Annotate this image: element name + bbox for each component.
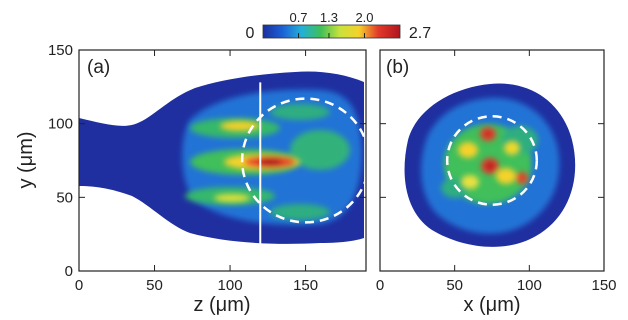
panel-a-label: (a) <box>87 57 110 78</box>
panel-b-xlabel: x (μm) <box>463 294 520 316</box>
colorbar-max-label: 2.7 <box>409 25 431 42</box>
panel-a-heatmap <box>79 71 369 266</box>
panel-a-ytick-label: 0 <box>65 263 73 280</box>
panel-a-xlabel: z (μm) <box>193 294 250 316</box>
panel-a-xtick-label: 150 <box>293 277 318 294</box>
colorbar: 0 2.7 0.7 1.3 2.0 <box>246 10 432 42</box>
panel-b-label: (b) <box>386 57 409 78</box>
panel-a-xtick-label: 50 <box>146 277 163 294</box>
panel-b-xtick-label: 100 <box>517 277 542 294</box>
panel-a-ylabel: y (μm) <box>15 131 37 188</box>
panel-a-ytick-label: 150 <box>48 42 73 59</box>
colorbar-min-label: 0 <box>246 25 255 42</box>
panel-a-ytick-label: 100 <box>48 116 73 133</box>
colorbar-tick-label: 2.0 <box>355 10 373 25</box>
panel-b-heatmap <box>405 84 576 247</box>
colorbar-tick-label: 0.7 <box>289 10 307 25</box>
panel-a-xtick-label: 100 <box>218 277 243 294</box>
panel-b-xtick-label: 150 <box>591 277 616 294</box>
colorbar-tick-label: 1.3 <box>320 10 338 25</box>
panel-b-xtick-label: 50 <box>446 277 463 294</box>
panel-a: 0 50 100 150 0 50 100 150 (a) z (μm) y (μm) <box>15 42 369 316</box>
panel-a-ytick-label: 50 <box>56 189 73 206</box>
panel-b: 0 50 100 150 (b) x (μm) <box>376 50 617 316</box>
panel-a-xtick-label: 0 <box>75 277 83 294</box>
colorbar-gradient <box>263 25 400 38</box>
panel-b-xtick-label: 0 <box>376 277 384 294</box>
